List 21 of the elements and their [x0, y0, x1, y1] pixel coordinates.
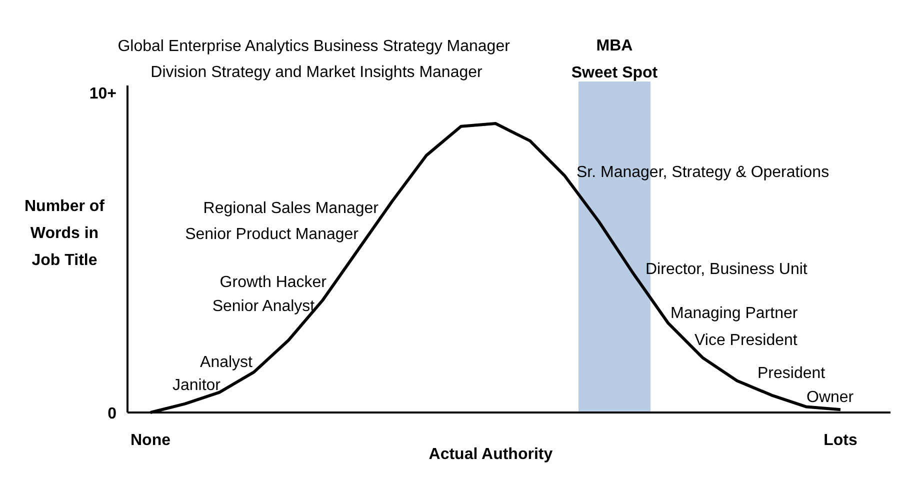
annotation: Director, Business Unit — [646, 261, 808, 278]
x-tick-label: Lots — [824, 432, 858, 449]
x-axis-title: Actual Authority — [428, 446, 553, 463]
annotation: Growth Hacker — [220, 274, 328, 291]
text: Division Strategy and Market Insights Manager — [150, 64, 484, 81]
annotation: Analyst — [200, 354, 254, 371]
annotation: Janitor — [172, 377, 222, 394]
annotation: President — [758, 365, 826, 382]
text: Global Enterprise Analytics Business Strategy Manager — [118, 38, 511, 55]
y-axis-title: Number of Words in Job Title — [24, 198, 106, 270]
annotation: Vice President — [694, 332, 798, 349]
text: MBA Sweet Spot — [571, 37, 658, 82]
annotation: Senior Product Manager — [185, 226, 360, 243]
text: 0 — [108, 406, 117, 422]
x-tick-label: None — [130, 432, 171, 449]
annotation: Regional Sales Manager — [203, 200, 380, 217]
annotation: Senior Analyst — [212, 298, 316, 315]
annotation: Sr. Manager, Strategy & Operations — [576, 164, 830, 181]
annotation: Owner — [806, 389, 854, 406]
text: 10+ — [89, 86, 116, 102]
annotation: Managing Partner — [670, 305, 798, 322]
